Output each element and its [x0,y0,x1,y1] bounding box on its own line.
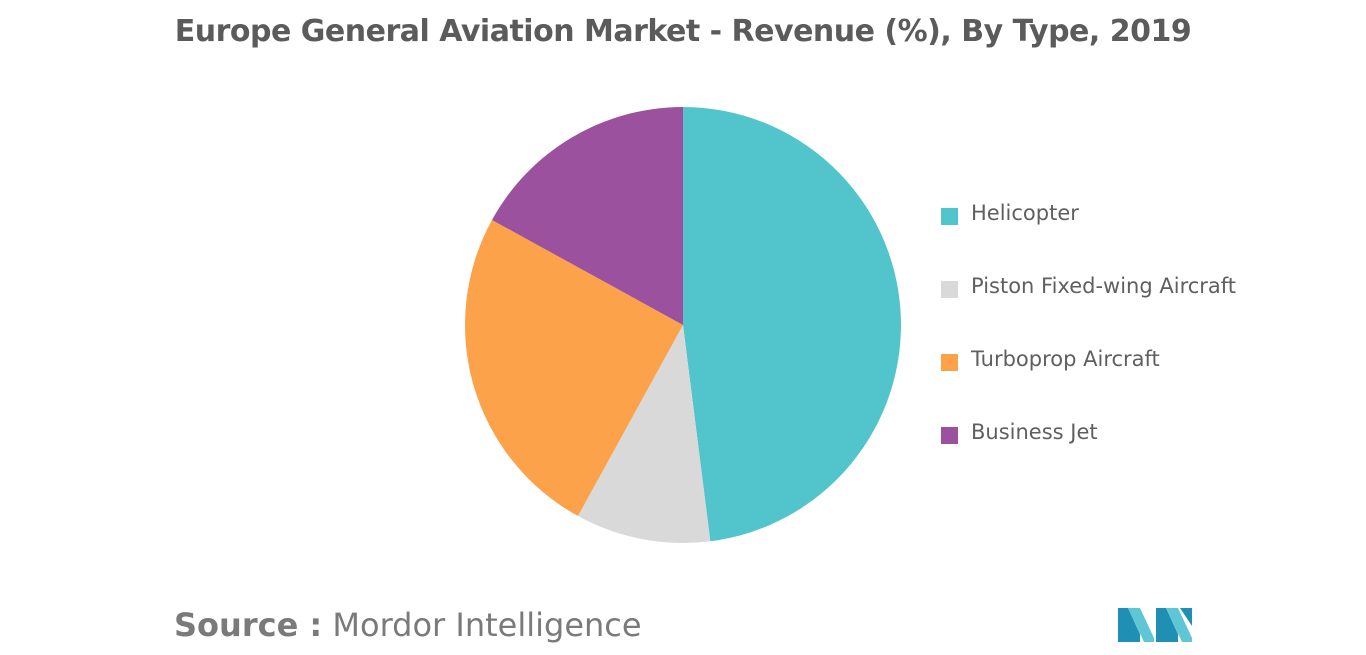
legend-label-turboprop-aircraft: Turboprop Aircraft [971,347,1160,371]
source-label: Source : [174,606,323,644]
mordor-intelligence-logo-icon [1118,608,1192,642]
legend-label-piston-fixed-wing-aircraft: Piston Fixed-wing Aircraft [971,274,1237,298]
legend-label-helicopter: Helicopter [971,201,1079,225]
pie-slice-turboprop-aircraft [465,219,683,517]
legend-swatch-piston-fixed-wing-aircraft [941,281,958,298]
legend-label-business-jet: Business Jet [971,420,1098,444]
source-name: Mordor Intelligence [332,606,642,644]
pie-slice-helicopter [683,107,901,542]
chart-title: Europe General Aviation Market - Revenue… [174,14,1192,49]
pie-slice-business-jet [491,107,683,325]
legend-swatch-business-jet [941,427,958,444]
legend-swatch-helicopter [941,208,958,225]
legend-swatch-turboprop-aircraft [941,354,958,371]
pie-slice-piston-fixed-wing-aircraft [577,325,711,543]
source-note: Source : Mordor Intelligence [174,606,642,644]
